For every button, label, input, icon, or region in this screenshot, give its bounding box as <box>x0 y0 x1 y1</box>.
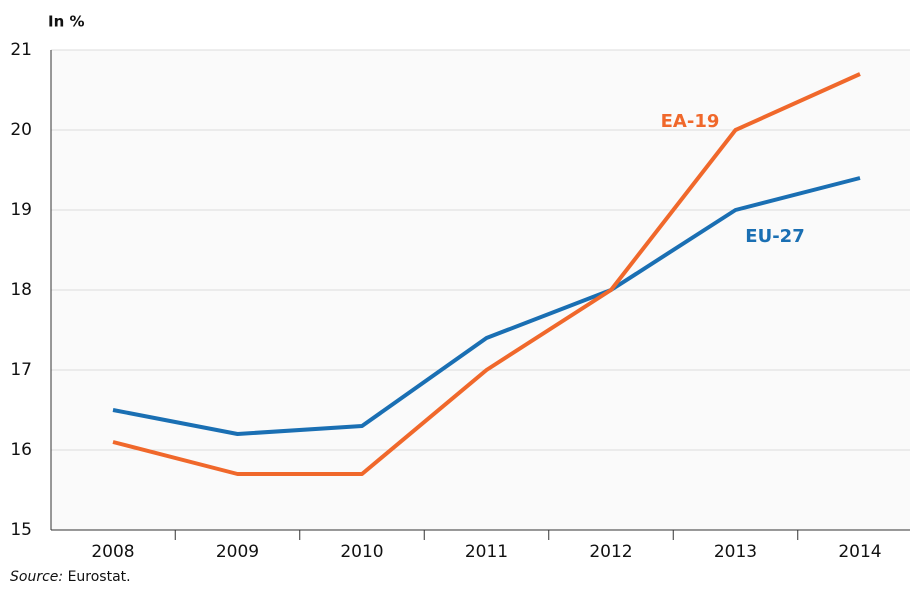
series-label: EA-19 <box>661 111 720 132</box>
y-tick-label: 18 <box>10 280 32 300</box>
source: Eurostat. <box>68 569 131 585</box>
x-tick-label: 2010 <box>340 542 383 562</box>
series-line <box>112 72 861 476</box>
y-axis-label: In % <box>48 13 85 31</box>
y-tick-label: 19 <box>10 200 32 220</box>
y-tick-label: 17 <box>10 360 32 380</box>
x-tick-label: 2009 <box>216 542 259 562</box>
y-tick-label: 15 <box>10 520 32 540</box>
source-label: Source: <box>10 569 63 585</box>
x-tick-label: 2013 <box>714 542 757 562</box>
series-line <box>112 176 861 436</box>
y-tick-label: 21 <box>10 40 32 60</box>
y-tick-label: 20 <box>10 120 32 140</box>
x-tick-label: 2012 <box>589 542 632 562</box>
x-tick-label: 2008 <box>91 542 134 562</box>
y-tick-label: 16 <box>10 440 32 460</box>
x-tick-label: 2011 <box>465 542 508 562</box>
source-note: Source: Eurostat. <box>10 569 131 585</box>
x-tick-label: 2014 <box>838 542 881 562</box>
series-label: EU-27 <box>745 226 804 247</box>
